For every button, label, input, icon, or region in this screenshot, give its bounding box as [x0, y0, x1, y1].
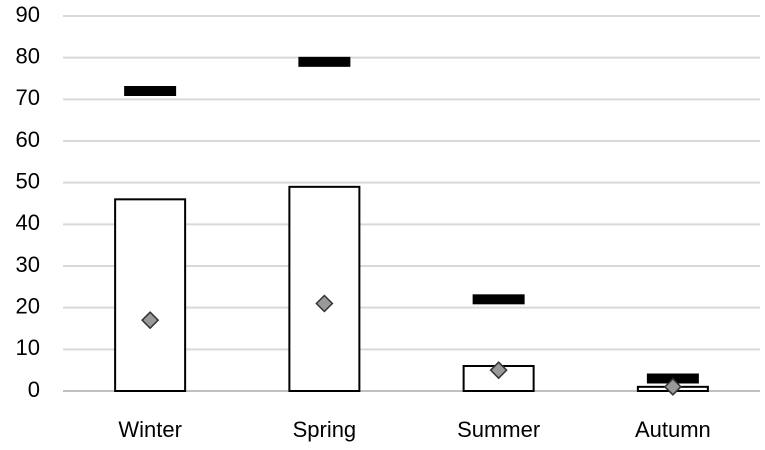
y-tick-label: 20 — [16, 293, 40, 318]
diamond-marker — [315, 294, 334, 313]
y-tick-label: 10 — [16, 335, 40, 360]
y-tick-label: 80 — [16, 43, 40, 68]
y-tick-label: 60 — [16, 127, 40, 152]
x-tick-label: Summer — [457, 417, 540, 442]
diamond-marker — [489, 361, 508, 380]
y-tick-label: 0 — [28, 377, 40, 402]
y-tick-label: 90 — [16, 2, 40, 27]
y-tick-label: 40 — [16, 210, 40, 235]
x-tick-label: Spring — [293, 417, 357, 442]
y-tick-label: 30 — [16, 252, 40, 277]
diamond-marker — [141, 311, 160, 330]
bar — [114, 198, 187, 392]
y-tick-label: 70 — [16, 85, 40, 110]
y-tick-label: 50 — [16, 168, 40, 193]
bar — [288, 185, 361, 392]
dash-marker — [124, 86, 177, 96]
dash-marker — [472, 294, 525, 305]
x-tick-label: Winter — [118, 417, 182, 442]
x-tick-label: Autumn — [635, 417, 711, 442]
dash-marker — [298, 56, 351, 67]
diamond-marker — [663, 377, 682, 396]
